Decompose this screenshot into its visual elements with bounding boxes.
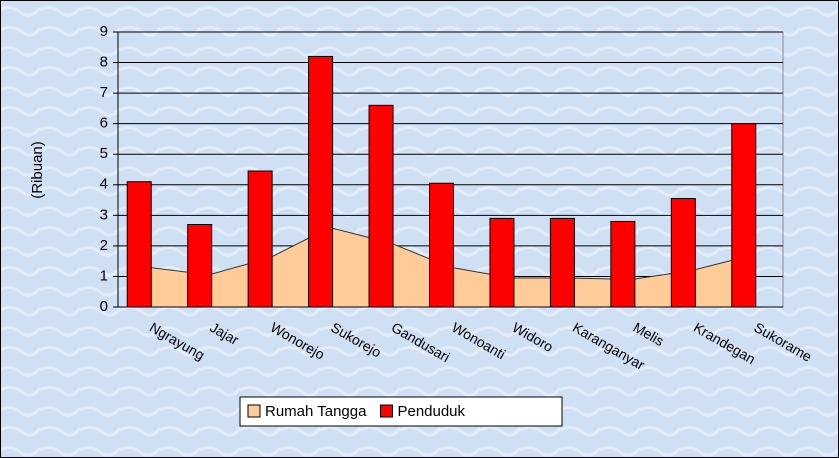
- y-tick-label: 7: [100, 84, 108, 101]
- y-tick-label: 2: [100, 237, 108, 254]
- bar: [610, 220, 636, 308]
- bar: [429, 182, 454, 308]
- legend: Rumah Tangga Penduduk: [239, 396, 563, 427]
- y-tick-label: 6: [100, 115, 108, 132]
- y-tick-label: 8: [100, 54, 108, 71]
- legend-swatch: [247, 404, 261, 418]
- y-axis-label: (Ribuan): [29, 141, 46, 199]
- bar: [126, 181, 152, 308]
- bar: [247, 170, 273, 308]
- bar: [731, 123, 757, 308]
- y-tick-label: 0: [100, 298, 108, 315]
- legend-box: [239, 396, 563, 427]
- legend-swatch: [379, 404, 393, 418]
- y-tick-label: 1: [100, 267, 108, 284]
- bar: [489, 217, 515, 308]
- legend-label: Penduduk: [397, 403, 465, 420]
- y-tick-label: 9: [100, 23, 108, 40]
- bar: [670, 198, 696, 308]
- y-tick-label: 3: [100, 206, 108, 223]
- bar: [368, 104, 394, 308]
- y-tick-label: 4: [100, 176, 108, 193]
- bar: [549, 217, 575, 308]
- legend-label: Rumah Tangga: [265, 403, 367, 420]
- y-tick-label: 5: [100, 145, 108, 162]
- bar: [308, 55, 334, 308]
- bar: [187, 224, 213, 308]
